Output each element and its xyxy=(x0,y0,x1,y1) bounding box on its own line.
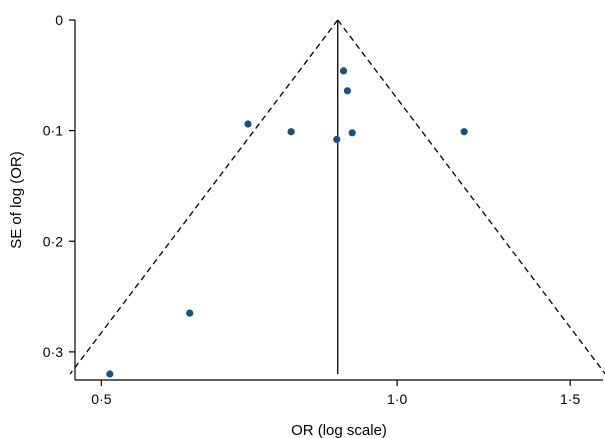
study-point xyxy=(244,120,252,128)
data-points xyxy=(106,67,468,378)
x-ticks: 0·5 1·0 1·5 xyxy=(91,380,580,407)
study-point xyxy=(460,128,468,136)
y-tick-label: 0 xyxy=(55,12,63,28)
funnel-right-boundary xyxy=(337,19,605,375)
funnel-left-boundary xyxy=(69,19,339,375)
axes xyxy=(74,20,603,381)
x-tick-label: 1·0 xyxy=(387,391,407,407)
study-point xyxy=(186,309,194,317)
funnel xyxy=(69,19,605,375)
study-point xyxy=(333,135,341,144)
study-point xyxy=(348,129,356,137)
study-point xyxy=(106,370,114,378)
y-tick-label: 0·3 xyxy=(43,344,63,360)
x-tick-label: 1·5 xyxy=(560,391,580,407)
y-axis-label: SE of log (OR) xyxy=(8,151,25,249)
x-axis-label: OR (log scale) xyxy=(291,422,387,438)
study-point xyxy=(343,87,352,95)
study-point xyxy=(339,67,348,75)
study-point xyxy=(287,128,295,136)
y-tick-label: 0·2 xyxy=(43,233,63,249)
y-ticks: 0 0·1 0·2 0·3 xyxy=(43,12,75,360)
x-tick-label: 0·5 xyxy=(91,391,111,407)
y-tick-label: 0·1 xyxy=(43,123,63,139)
